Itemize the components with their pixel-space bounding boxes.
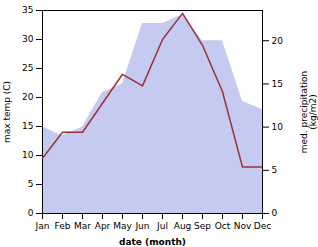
- svg-text:10: 10: [22, 150, 34, 160]
- svg-text:15: 15: [272, 79, 283, 89]
- svg-text:max temp (C): max temp (C): [2, 81, 12, 143]
- svg-text:Mar: Mar: [74, 221, 91, 231]
- svg-text:20: 20: [22, 92, 34, 102]
- svg-text:Jan: Jan: [35, 221, 50, 231]
- svg-text:25: 25: [22, 63, 33, 73]
- svg-text:10: 10: [272, 122, 284, 132]
- svg-text:Aug: Aug: [174, 221, 192, 231]
- svg-text:0: 0: [28, 208, 34, 218]
- svg-text:20: 20: [272, 36, 284, 46]
- svg-text:5: 5: [28, 179, 34, 189]
- svg-text:30: 30: [22, 34, 34, 44]
- svg-text:35: 35: [22, 5, 33, 15]
- svg-text:Feb: Feb: [55, 221, 71, 231]
- svg-text:May: May: [113, 221, 132, 231]
- svg-text:Jul: Jul: [156, 221, 168, 231]
- svg-text:0: 0: [272, 208, 278, 218]
- svg-text:Nov: Nov: [234, 221, 252, 231]
- svg-text:med. precipitation(kg/m2): med. precipitation(kg/m2): [299, 71, 318, 153]
- svg-text:date (month): date (month): [119, 237, 186, 247]
- svg-text:15: 15: [22, 121, 33, 131]
- svg-text:Jun: Jun: [134, 221, 149, 231]
- svg-text:Apr: Apr: [95, 221, 111, 231]
- svg-text:Sep: Sep: [194, 221, 211, 231]
- svg-text:Dec: Dec: [254, 221, 271, 231]
- svg-text:Oct: Oct: [215, 221, 231, 231]
- svg-text:5: 5: [272, 165, 278, 175]
